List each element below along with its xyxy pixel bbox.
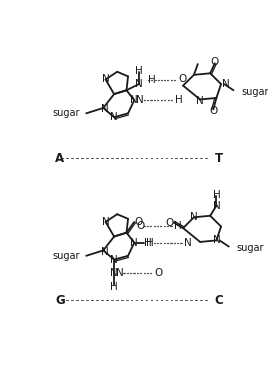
Text: O: O <box>154 268 162 278</box>
Text: N: N <box>130 95 138 105</box>
Text: sugar: sugar <box>237 243 264 253</box>
Text: N: N <box>102 75 109 84</box>
Text: O: O <box>211 57 219 67</box>
Text: H: H <box>174 221 181 231</box>
Text: H: H <box>135 66 143 76</box>
Text: H: H <box>213 190 220 200</box>
Text: H: H <box>144 238 151 248</box>
Text: N: N <box>102 217 109 227</box>
Text: N: N <box>101 105 109 115</box>
Text: H: H <box>175 95 183 105</box>
Text: O: O <box>135 217 143 227</box>
Text: N: N <box>116 268 123 278</box>
Text: sugar: sugar <box>53 108 80 118</box>
Text: N: N <box>110 255 118 265</box>
Text: O: O <box>166 218 174 228</box>
Text: sugar: sugar <box>241 87 268 97</box>
Text: N: N <box>184 238 192 248</box>
Text: N: N <box>110 112 118 122</box>
Text: O: O <box>209 106 217 116</box>
Text: N: N <box>222 79 230 89</box>
Text: H: H <box>148 75 156 85</box>
Text: N: N <box>190 212 198 222</box>
Text: C: C <box>215 294 224 307</box>
Text: H: H <box>146 238 154 248</box>
Text: O: O <box>136 221 144 231</box>
Text: N: N <box>110 268 118 278</box>
Text: G: G <box>55 294 65 307</box>
Text: N: N <box>135 79 143 89</box>
Text: O: O <box>178 75 187 84</box>
Text: N: N <box>213 201 220 211</box>
Text: N: N <box>213 235 220 246</box>
Text: N: N <box>130 238 138 248</box>
Text: A: A <box>55 152 64 164</box>
Text: N: N <box>101 247 109 257</box>
Text: H: H <box>110 281 118 292</box>
Text: T: T <box>215 152 223 164</box>
Text: sugar: sugar <box>53 251 80 261</box>
Text: N: N <box>196 96 204 106</box>
Text: N: N <box>136 95 144 105</box>
